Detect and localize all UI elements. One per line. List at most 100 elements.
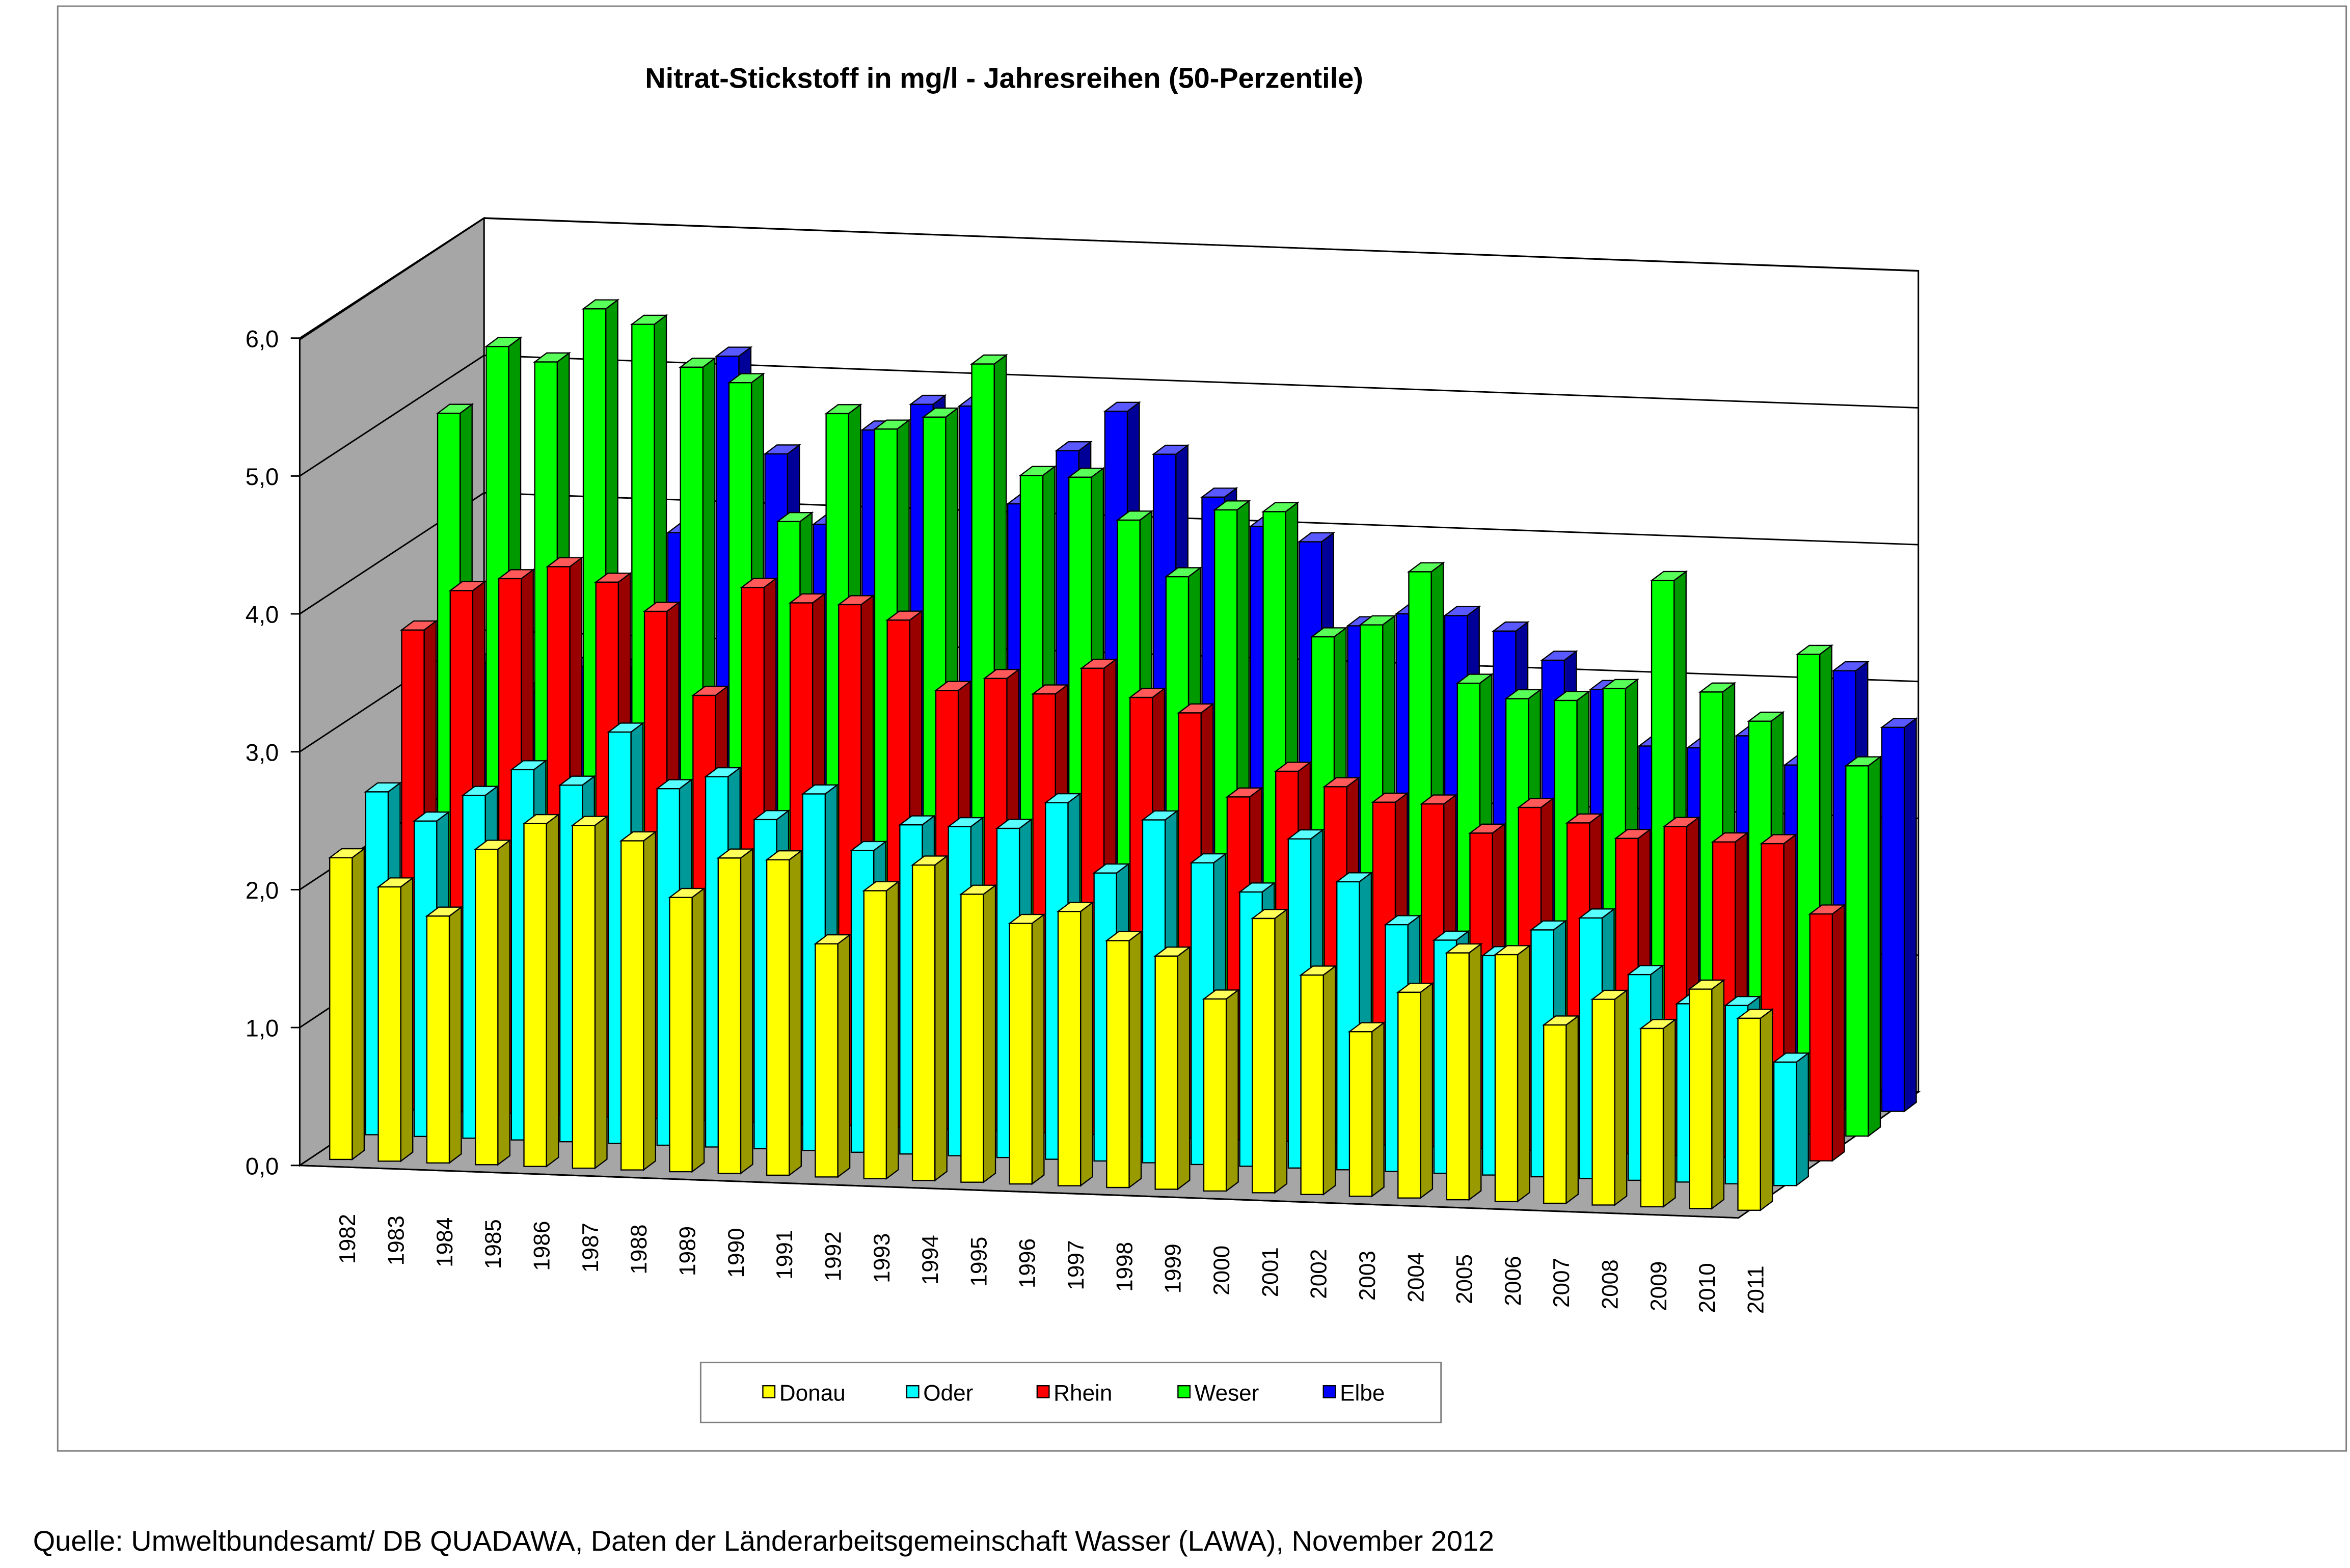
- y-tick-label: 0,0: [246, 1152, 279, 1179]
- bar-front: [1203, 998, 1227, 1192]
- bar-side: [789, 849, 802, 1177]
- x-tick-label: 2000: [1209, 1246, 1234, 1295]
- bars: [328, 299, 1919, 1212]
- legend-swatch-weser: [1177, 1385, 1191, 1398]
- bar-front: [1737, 1017, 1761, 1211]
- chart-title: Nitrat-Stickstoff in mg/l - Jahresreihen…: [645, 62, 1363, 94]
- x-tick-label: 1992: [821, 1231, 846, 1281]
- bar-front: [1845, 765, 1869, 1137]
- bar-side: [1760, 1008, 1773, 1212]
- bar-side: [1177, 945, 1191, 1191]
- bar-front: [1252, 917, 1276, 1194]
- bar-donau-2005: [1445, 942, 1483, 1201]
- legend-label-donau: Donau: [779, 1381, 846, 1406]
- legend-swatch-rhein: [1036, 1385, 1050, 1398]
- bar-side: [1614, 989, 1628, 1206]
- bar-front: [766, 859, 790, 1176]
- bar-donau-1996: [1008, 913, 1046, 1185]
- bar-donau-1989: [667, 887, 706, 1173]
- legend-label-elbe: Elbe: [1340, 1381, 1385, 1406]
- x-tick-label: 2001: [1258, 1247, 1283, 1297]
- x-tick-label: 1991: [772, 1230, 797, 1280]
- y-tick-label: 2,0: [246, 877, 279, 904]
- bar-front: [1689, 988, 1713, 1209]
- x-tick-label: 1982: [335, 1214, 360, 1264]
- legend-label-rhein: Rhein: [1054, 1381, 1112, 1406]
- bar-side: [352, 847, 365, 1161]
- bar-front: [1300, 974, 1324, 1195]
- bar-front: [669, 897, 693, 1173]
- bar-front: [1057, 911, 1082, 1186]
- bar-front: [1773, 1061, 1797, 1186]
- bar-side: [934, 855, 948, 1182]
- bar-front: [426, 915, 450, 1164]
- bar-side: [1420, 982, 1434, 1200]
- bar-donau-1993: [862, 880, 900, 1180]
- bar-donau-1995: [959, 884, 997, 1184]
- x-tick-label: 2010: [1695, 1263, 1720, 1313]
- bar-front: [815, 943, 839, 1178]
- bar-front: [523, 823, 547, 1167]
- bar-donau-1985: [473, 839, 512, 1166]
- x-axis-line: [300, 1165, 1739, 1219]
- bar-rhein-2011: [1808, 904, 1846, 1163]
- source-note: Quelle: Umweltbundesamt/ DB QUADAWA, Dat…: [33, 1525, 1494, 1557]
- bar-front: [1494, 954, 1519, 1202]
- bar-side: [1565, 1015, 1579, 1205]
- bar-side: [1468, 942, 1482, 1201]
- bar-front: [960, 894, 984, 1183]
- y-tick-label: 5,0: [246, 463, 279, 490]
- x-tick-label: 1998: [1112, 1242, 1137, 1292]
- x-tick-label: 1993: [870, 1233, 895, 1283]
- x-tick-label: 1987: [578, 1223, 603, 1273]
- bar-donau-1983: [376, 877, 415, 1163]
- bar-front: [1591, 998, 1615, 1206]
- x-tick-label: 1988: [627, 1224, 652, 1274]
- bar-side: [1031, 913, 1045, 1185]
- bar-donau-1984: [425, 906, 464, 1165]
- bar-side: [448, 906, 462, 1165]
- bar-donau-2000: [1202, 989, 1240, 1193]
- x-tick-label: 1997: [1064, 1240, 1089, 1290]
- x-tick-label: 1996: [1015, 1238, 1040, 1288]
- bar-front: [1397, 991, 1421, 1199]
- bar-front: [1154, 955, 1178, 1190]
- bar-donau-1999: [1153, 945, 1192, 1191]
- bar-front: [911, 864, 936, 1181]
- bar-front: [1543, 1024, 1567, 1204]
- bar-oder-2011: [1772, 1051, 1811, 1187]
- bar-front: [1881, 726, 1905, 1112]
- bar-side: [1322, 965, 1336, 1196]
- legend-box: [699, 1362, 1442, 1423]
- bar-front: [1446, 952, 1470, 1201]
- bar-elbe-2011: [1880, 717, 1919, 1113]
- bar-front: [620, 840, 644, 1171]
- bar-front: [377, 886, 401, 1162]
- bar-donau-1986: [522, 813, 560, 1168]
- bar-donau-2007: [1542, 1015, 1580, 1205]
- bar-side: [1371, 1021, 1385, 1198]
- bar-donau-2010: [1687, 979, 1726, 1210]
- bar-front: [1009, 923, 1033, 1185]
- bar-front: [1348, 1031, 1373, 1197]
- bar-donau-2006: [1493, 944, 1532, 1203]
- bar-front: [1640, 1028, 1664, 1208]
- bar-side: [594, 815, 608, 1170]
- bar-donau-2009: [1639, 1018, 1678, 1208]
- bar-donau-1982: [328, 847, 366, 1161]
- bar-donau-2004: [1396, 982, 1435, 1200]
- x-tick-label: 1990: [724, 1228, 749, 1278]
- gridline-side: [299, 355, 485, 477]
- x-tick-label: 1985: [481, 1219, 506, 1269]
- x-tick-label: 2005: [1452, 1254, 1477, 1304]
- bar-donau-1990: [716, 848, 754, 1175]
- bar-donau-2002: [1299, 965, 1337, 1196]
- legend-label-oder: Oder: [923, 1381, 973, 1406]
- x-tick-label: 2007: [1549, 1258, 1574, 1308]
- bar-front: [1106, 940, 1130, 1188]
- x-tick-label: 2004: [1403, 1253, 1428, 1303]
- bar-donau-1991: [765, 849, 803, 1177]
- bar-donau-1988: [619, 830, 658, 1171]
- bar-donau-1997: [1056, 901, 1095, 1187]
- bar-side: [1128, 930, 1142, 1189]
